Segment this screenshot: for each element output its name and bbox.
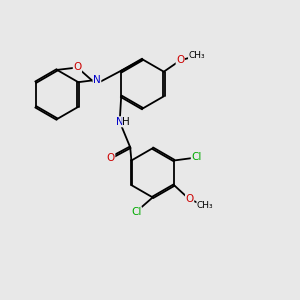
Text: CH₃: CH₃ xyxy=(197,201,214,210)
Text: O: O xyxy=(106,153,115,163)
Text: CH₃: CH₃ xyxy=(188,51,205,60)
Text: Cl: Cl xyxy=(131,207,141,217)
Text: N: N xyxy=(93,75,101,85)
Text: O: O xyxy=(176,55,184,65)
Text: N: N xyxy=(116,117,124,127)
Text: Cl: Cl xyxy=(191,152,202,163)
Text: H: H xyxy=(122,117,130,127)
Text: O: O xyxy=(185,194,194,205)
Text: O: O xyxy=(73,62,82,73)
